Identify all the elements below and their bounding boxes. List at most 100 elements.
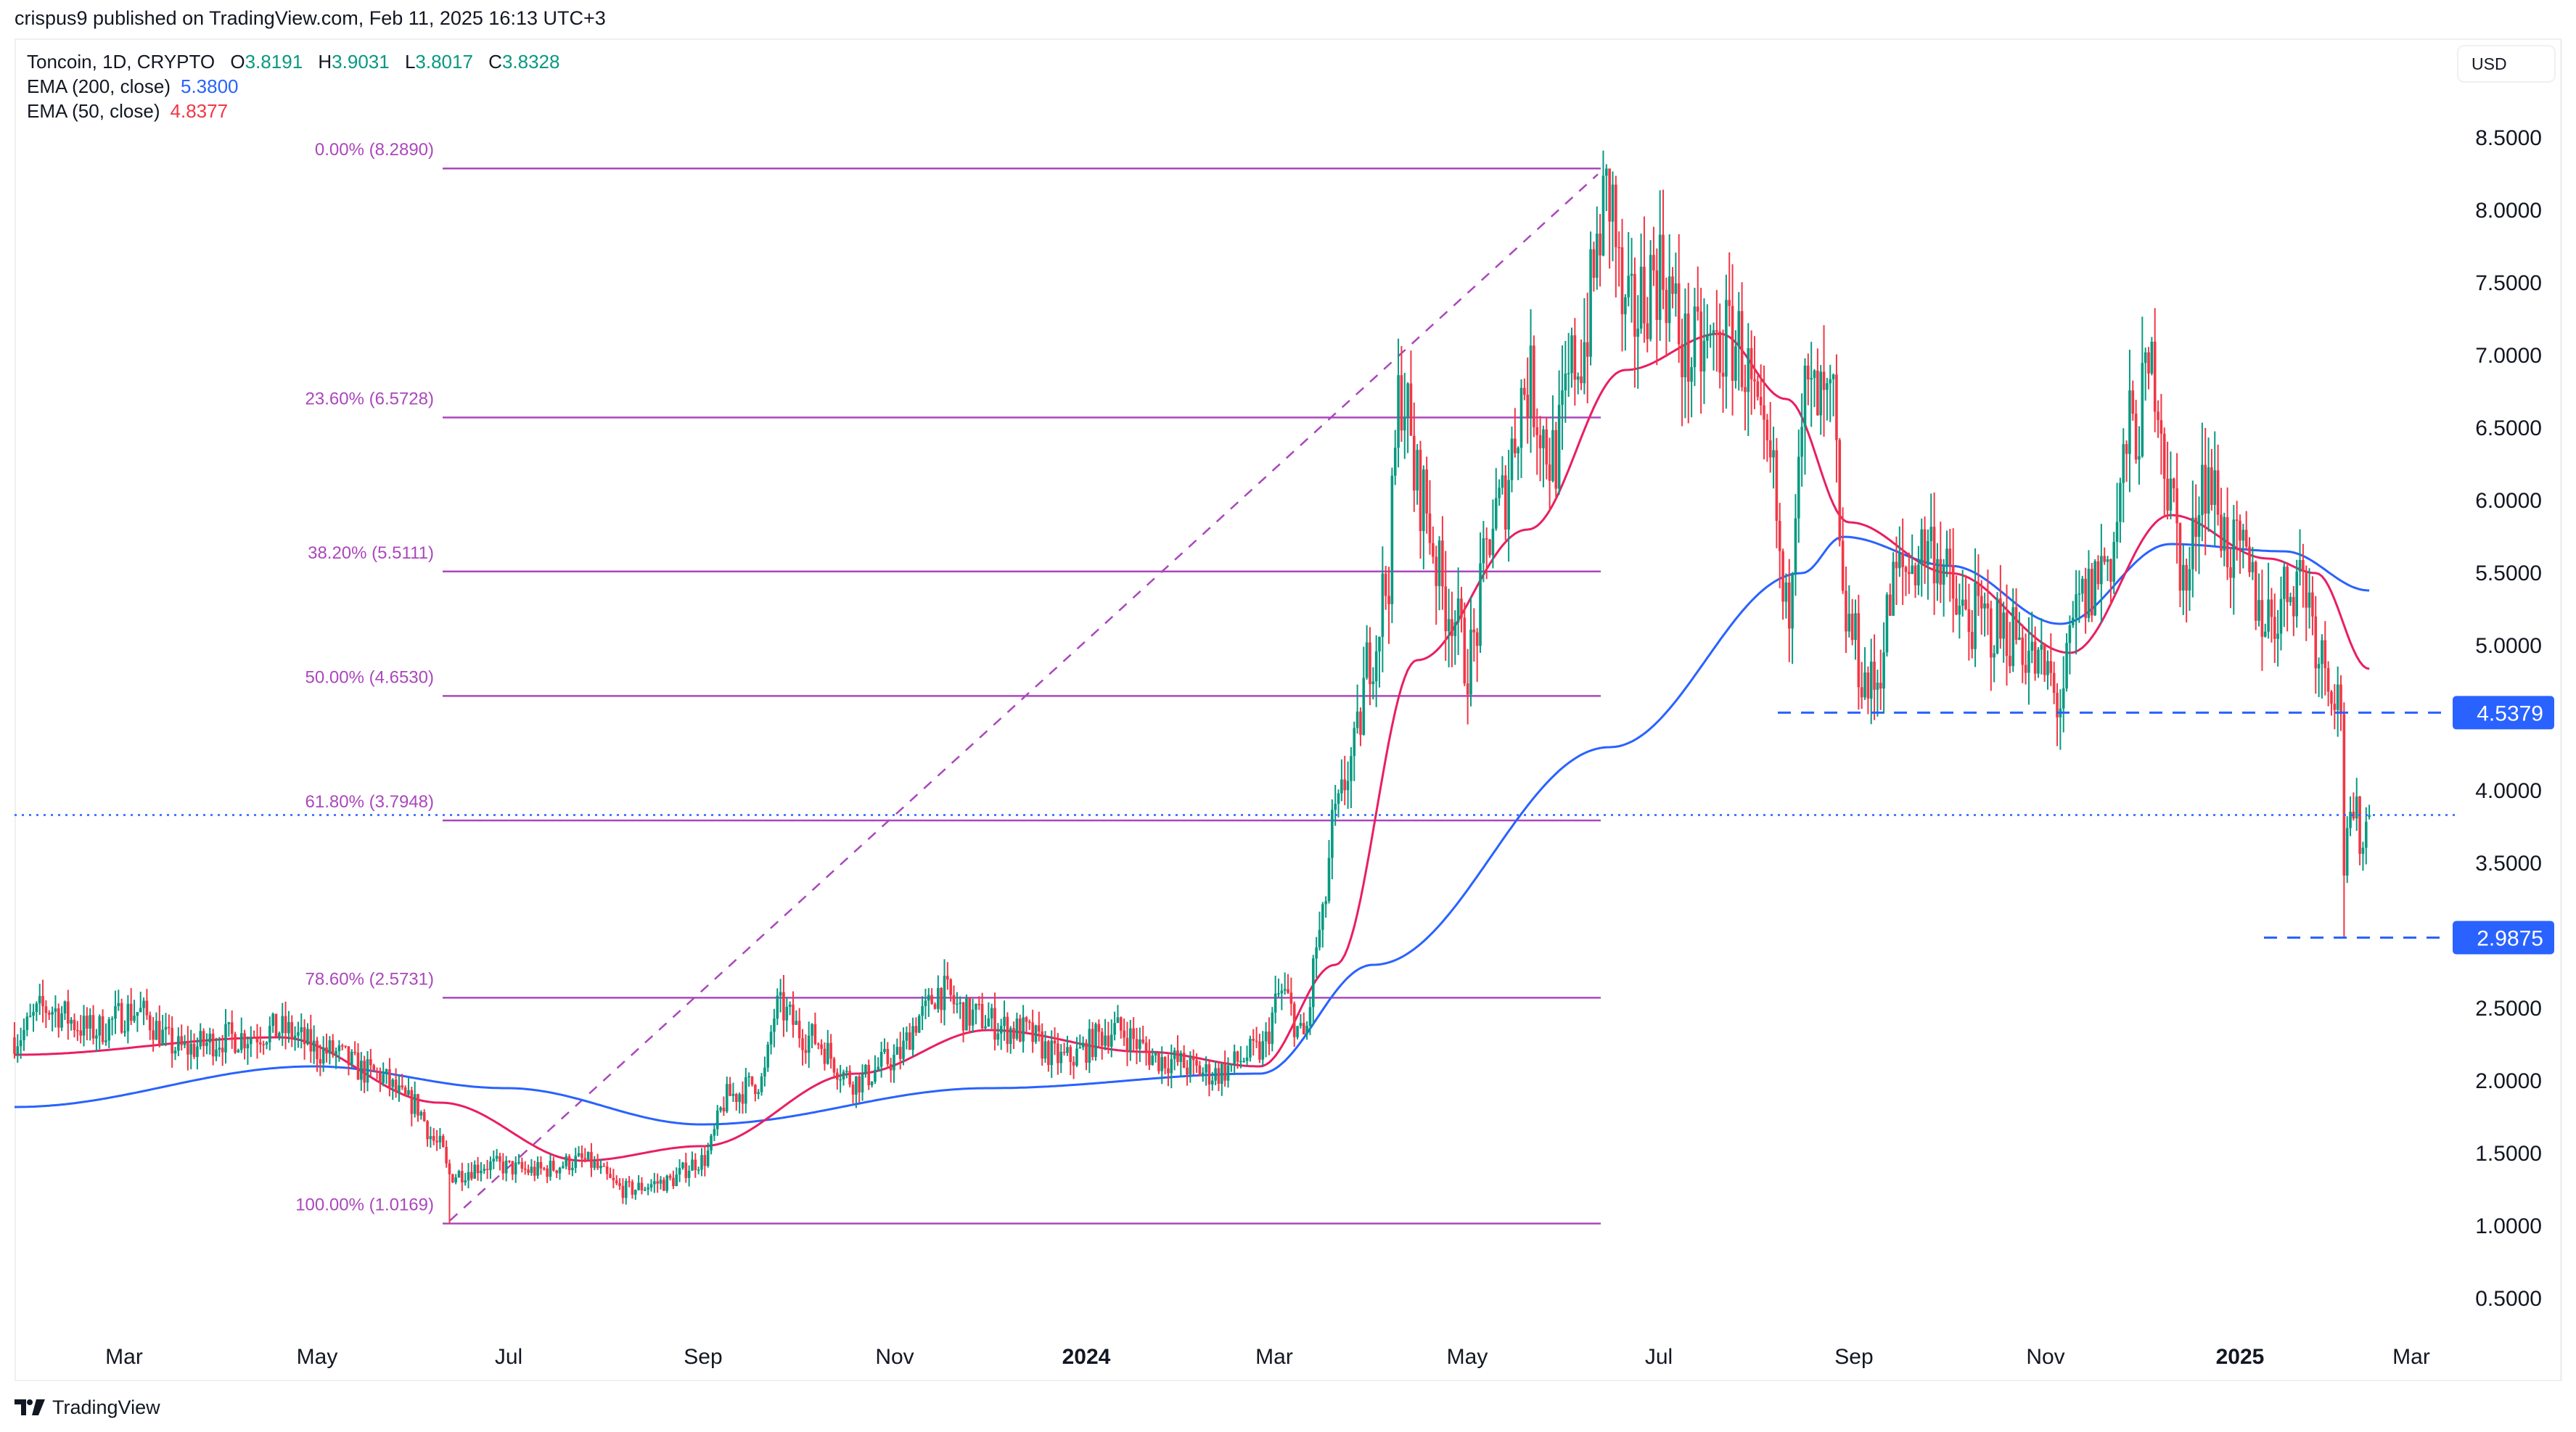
candle-body: [2112, 542, 2116, 582]
candle-body: [1419, 450, 1422, 531]
candle-body: [467, 1172, 470, 1181]
candle-body: [321, 1047, 325, 1063]
candle-body: [95, 1035, 98, 1039]
candle-body: [905, 1032, 908, 1041]
candle-body: [1813, 370, 1816, 379]
candle-body: [1892, 561, 1895, 616]
candle-body: [1876, 683, 1879, 690]
candle-body: [1350, 756, 1353, 781]
candle-body: [426, 1121, 429, 1140]
candle-body: [70, 1019, 73, 1024]
candle-body: [719, 1107, 722, 1111]
candle-body: [1683, 313, 1687, 378]
candle-body: [631, 1181, 634, 1195]
candle-body: [1444, 586, 1448, 632]
candle-body: [19, 1040, 22, 1047]
candle-body: [898, 1047, 902, 1059]
candle-body: [1318, 929, 1321, 948]
candle-body: [1690, 367, 1693, 382]
candle-body: [895, 1047, 899, 1055]
candle-body: [542, 1168, 546, 1170]
currency-button[interactable]: USD: [2457, 45, 2556, 83]
candle-body: [1453, 622, 1457, 636]
candle-body: [1205, 1064, 1207, 1073]
candle-body: [1514, 438, 1517, 453]
candle-body: [492, 1159, 496, 1162]
candle-body: [968, 997, 972, 1026]
candle-body: [710, 1135, 713, 1151]
ema200-path: [15, 535, 2370, 1126]
ema50-legend-row[interactable]: EMA (50, close) 4.8377: [27, 99, 559, 123]
symbol-legend-row[interactable]: Toncoin, 1D, CRYPTO O3.8191 H3.9031 L3.8…: [27, 49, 559, 74]
candle-body: [2172, 478, 2175, 489]
tradingview-logo[interactable]: TradingView: [15, 1396, 160, 1419]
candle-body: [823, 1048, 826, 1064]
candle-body: [234, 1034, 237, 1053]
candle-body: [1829, 379, 1832, 384]
candle-body: [760, 1076, 763, 1092]
candle-body: [565, 1156, 567, 1166]
candle-body: [2021, 637, 2025, 665]
price-tick-label: 5.0000: [2475, 634, 2542, 658]
price-tick-label: 8.0000: [2475, 199, 2542, 223]
candle-body: [908, 1032, 911, 1050]
candle-body: [1879, 683, 1882, 689]
candle-body: [1057, 1043, 1059, 1063]
candle-body: [694, 1159, 697, 1171]
candle-body: [2100, 556, 2103, 585]
candle-body: [1422, 469, 1425, 531]
candle-body: [577, 1153, 581, 1156]
candle-body: [517, 1161, 520, 1164]
candle-body: [1595, 233, 1599, 278]
candle-body: [473, 1164, 477, 1179]
candle-body: [1599, 233, 1601, 256]
candle-body: [1451, 619, 1453, 636]
candle-body: [1712, 330, 1715, 334]
candle-body: [549, 1161, 552, 1177]
candle-body: [2339, 684, 2342, 715]
ema50-label: EMA (50, close): [27, 100, 160, 122]
candle-body: [35, 1003, 38, 1012]
fib-trend-line[interactable]: [449, 173, 1599, 1222]
candle-body: [173, 1050, 177, 1054]
candle-body: [1485, 538, 1488, 540]
candle-body: [2314, 616, 2318, 669]
candle-body: [1289, 992, 1293, 1004]
candle-body: [2263, 631, 2267, 637]
candle-body: [757, 1092, 760, 1095]
price-label-badge[interactable]: [2453, 696, 2554, 730]
time-axis[interactable]: Mar May Jul Sep Nov 2024 Mar May Jul Sep Nov 2025 Ma…: [105, 1345, 2430, 1369]
candle-body: [155, 1021, 158, 1040]
candle-body: [1268, 1031, 1271, 1045]
candle-body: [1671, 276, 1674, 295]
candle-body: [1775, 450, 1779, 521]
candle-body: [2037, 649, 2040, 674]
price-label-badge[interactable]: [2453, 921, 2554, 955]
candle-body: [1447, 619, 1451, 632]
candle-body: [454, 1177, 457, 1182]
candle-body: [1627, 276, 1630, 297]
fibonacci-retracement[interactable]: 0.00% (8.2890) 23.60% (6.5728) 38.20% (5.5…: [295, 140, 1601, 1225]
candle-body: [1271, 1012, 1274, 1045]
candle-body: [785, 1006, 789, 1021]
candle-body: [1195, 1060, 1198, 1066]
candle-body: [1624, 297, 1627, 315]
candle-body: [2260, 600, 2264, 637]
candle-body: [1794, 518, 1797, 574]
candle-body: [2185, 564, 2188, 591]
candle-body: [1800, 427, 1803, 457]
candle-body: [605, 1166, 609, 1174]
candle-body: [1810, 378, 1813, 380]
candle-body: [1129, 1028, 1132, 1051]
candle-body: [1337, 793, 1340, 805]
candle-body: [1620, 247, 1624, 315]
candle-body: [293, 1035, 297, 1039]
ema200-legend-row[interactable]: EMA (200, close) 5.3800: [27, 74, 559, 99]
candle-body: [1860, 687, 1863, 698]
candle-body: [1409, 383, 1413, 436]
candle-body: [489, 1161, 492, 1170]
candle-body: [1967, 609, 1971, 632]
price-axis[interactable]: 8.5000 8.0000 7.5000 7.0000 6.5000 6.0000 5.50…: [2453, 39, 2562, 1381]
horizontal-lines[interactable]: [15, 711, 2460, 939]
